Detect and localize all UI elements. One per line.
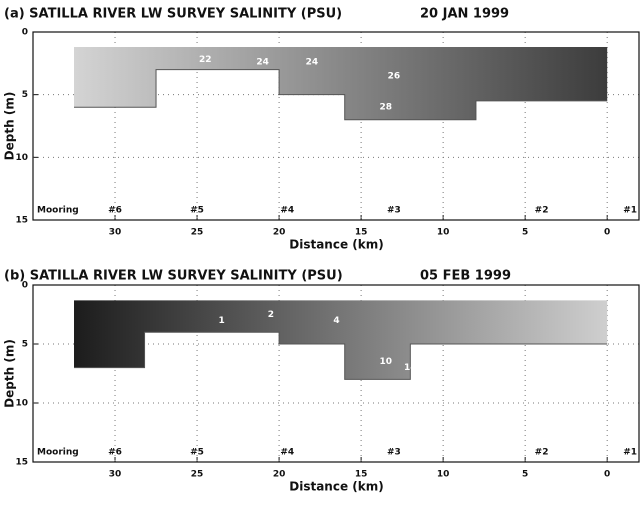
mooring-name: #5 bbox=[190, 206, 204, 216]
plot-frame bbox=[32, 31, 640, 221]
mooring-label: Mooring bbox=[37, 448, 79, 458]
contour-label: 28 bbox=[379, 103, 392, 113]
x-tick-label: 15 bbox=[355, 228, 368, 238]
mooring-name: #6 bbox=[108, 448, 122, 458]
plot-frame bbox=[32, 284, 640, 463]
y-axis-label: Depth (m) bbox=[3, 92, 17, 161]
x-tick-label: 10 bbox=[437, 228, 450, 238]
x-tick-label: 0 bbox=[604, 470, 610, 480]
chart-title: (b) SATILLA RIVER LW SURVEY SALINITY (PS… bbox=[4, 269, 343, 284]
section-fill bbox=[74, 47, 608, 120]
x-tick-label: 30 bbox=[109, 228, 122, 238]
contour-label: 24 bbox=[306, 58, 319, 68]
y-tick-label: 0 bbox=[22, 281, 28, 291]
mooring-name: #2 bbox=[535, 206, 549, 216]
contour-label: 4 bbox=[333, 316, 339, 326]
contour-label: 26 bbox=[388, 71, 401, 81]
x-tick-label: 25 bbox=[191, 470, 204, 480]
y-tick-label: 10 bbox=[15, 399, 28, 409]
contour-label: 1 bbox=[219, 316, 225, 326]
y-tick-label: 15 bbox=[15, 216, 28, 226]
contour-label: 24 bbox=[256, 58, 269, 68]
mooring-name: #2 bbox=[535, 448, 549, 458]
y-tick-label: 5 bbox=[22, 340, 28, 350]
x-tick-label: 5 bbox=[522, 228, 528, 238]
x-tick-label: 0 bbox=[604, 228, 610, 238]
x-tick-label: 15 bbox=[355, 470, 368, 480]
contour-label: 22 bbox=[535, 292, 548, 302]
bottom-profile bbox=[74, 331, 608, 380]
section-fill bbox=[74, 300, 608, 380]
x-axis-label: Distance (km) bbox=[289, 480, 383, 494]
chart-subtitle: 05 FEB 1999 bbox=[420, 269, 511, 284]
y-tick-label: 0 bbox=[22, 28, 28, 38]
contour-label: 2 bbox=[268, 310, 274, 320]
mooring-name: #4 bbox=[280, 206, 294, 216]
contour-label: 10 bbox=[379, 357, 392, 367]
mooring-name: #3 bbox=[387, 206, 401, 216]
chart-subtitle: 20 JAN 1999 bbox=[420, 7, 509, 22]
mooring-name: #4 bbox=[280, 448, 294, 458]
contour-label: 22 bbox=[199, 55, 212, 65]
mooring-name: #1 bbox=[623, 206, 637, 216]
y-axis-label: Depth (m) bbox=[3, 339, 17, 408]
bottom-profile bbox=[74, 69, 608, 121]
x-axis-label: Distance (km) bbox=[289, 238, 383, 252]
mooring-name: #5 bbox=[190, 448, 204, 458]
mooring-name: #6 bbox=[108, 206, 122, 216]
y-tick-label: 15 bbox=[15, 458, 28, 468]
chart-title: (a) SATILLA RIVER LW SURVEY SALINITY (PS… bbox=[4, 7, 342, 22]
x-tick-label: 20 bbox=[273, 470, 286, 480]
x-tick-label: 30 bbox=[109, 470, 122, 480]
x-tick-label: 25 bbox=[191, 228, 204, 238]
mooring-name: #1 bbox=[623, 448, 637, 458]
y-tick-label: 5 bbox=[22, 90, 28, 100]
x-tick-label: 10 bbox=[437, 470, 450, 480]
y-tick-label: 10 bbox=[15, 153, 28, 163]
x-tick-label: 5 bbox=[522, 470, 528, 480]
contour-label: 14 bbox=[404, 363, 417, 373]
mooring-name: #3 bbox=[387, 448, 401, 458]
x-tick-label: 20 bbox=[273, 228, 286, 238]
mooring-label: Mooring bbox=[37, 206, 79, 216]
